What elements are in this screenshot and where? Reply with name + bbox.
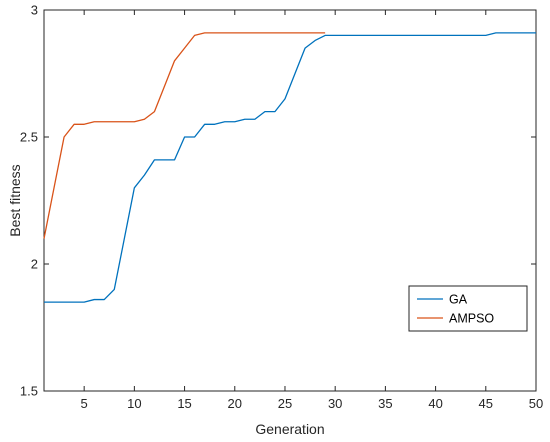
y-tick-label: 2 [31,257,38,272]
x-tick-label: 35 [378,396,392,411]
x-tick-label: 50 [529,396,543,411]
legend-label-0: GA [449,293,468,307]
x-tick-label: 25 [278,396,292,411]
series-line-0 [44,32,536,303]
legend-label-1: AMPSO [449,312,494,326]
series-line-1 [43,32,326,239]
y-axis-label: Best fitness [7,164,23,236]
y-tick-label: 3 [31,3,38,18]
plot-area [43,9,537,392]
tick-labels: 5 10 15 20 25 30 35 40 45 50 1.5 2 2.5 3 [20,3,543,412]
y-tick-label: 1.5 [20,384,38,399]
x-tick-label: 10 [127,396,141,411]
legend: GA AMPSO [408,285,528,332]
x-tick-label: 20 [228,396,242,411]
x-tick-label: 40 [428,396,442,411]
x-tick-label: 45 [479,396,493,411]
axis-ticks [44,9,537,392]
legend-box [408,285,528,332]
x-tick-label: 15 [177,396,191,411]
series-lines [43,32,536,303]
x-axis-label: Generation [255,421,324,437]
x-tick-label: 30 [328,396,342,411]
y-tick-label: 2.5 [20,130,38,145]
x-tick-label: 5 [81,396,88,411]
axes-box [43,9,537,392]
